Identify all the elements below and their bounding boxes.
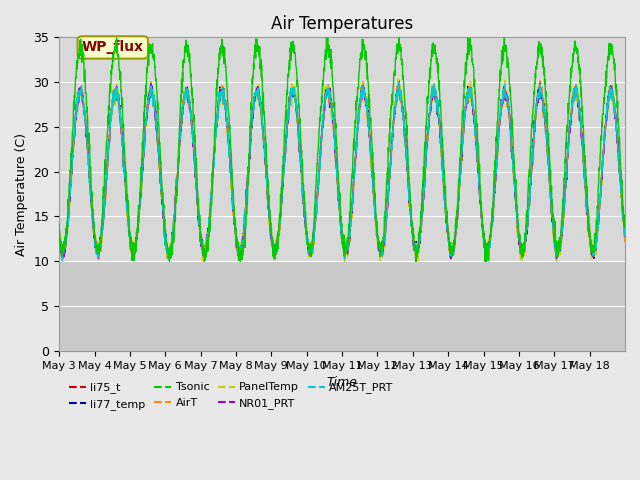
- Y-axis label: Air Temperature (C): Air Temperature (C): [15, 132, 28, 255]
- Bar: [59, 261, 625, 351]
- X-axis label: Time: Time: [326, 376, 358, 389]
- Legend: li75_t, li77_temp, Tsonic, AirT, PanelTemp, NR01_PRT, AM25T_PRT: li75_t, li77_temp, Tsonic, AirT, PanelTe…: [65, 378, 398, 414]
- Text: WP_flux: WP_flux: [82, 40, 144, 54]
- Title: Air Temperatures: Air Temperatures: [271, 15, 413, 33]
